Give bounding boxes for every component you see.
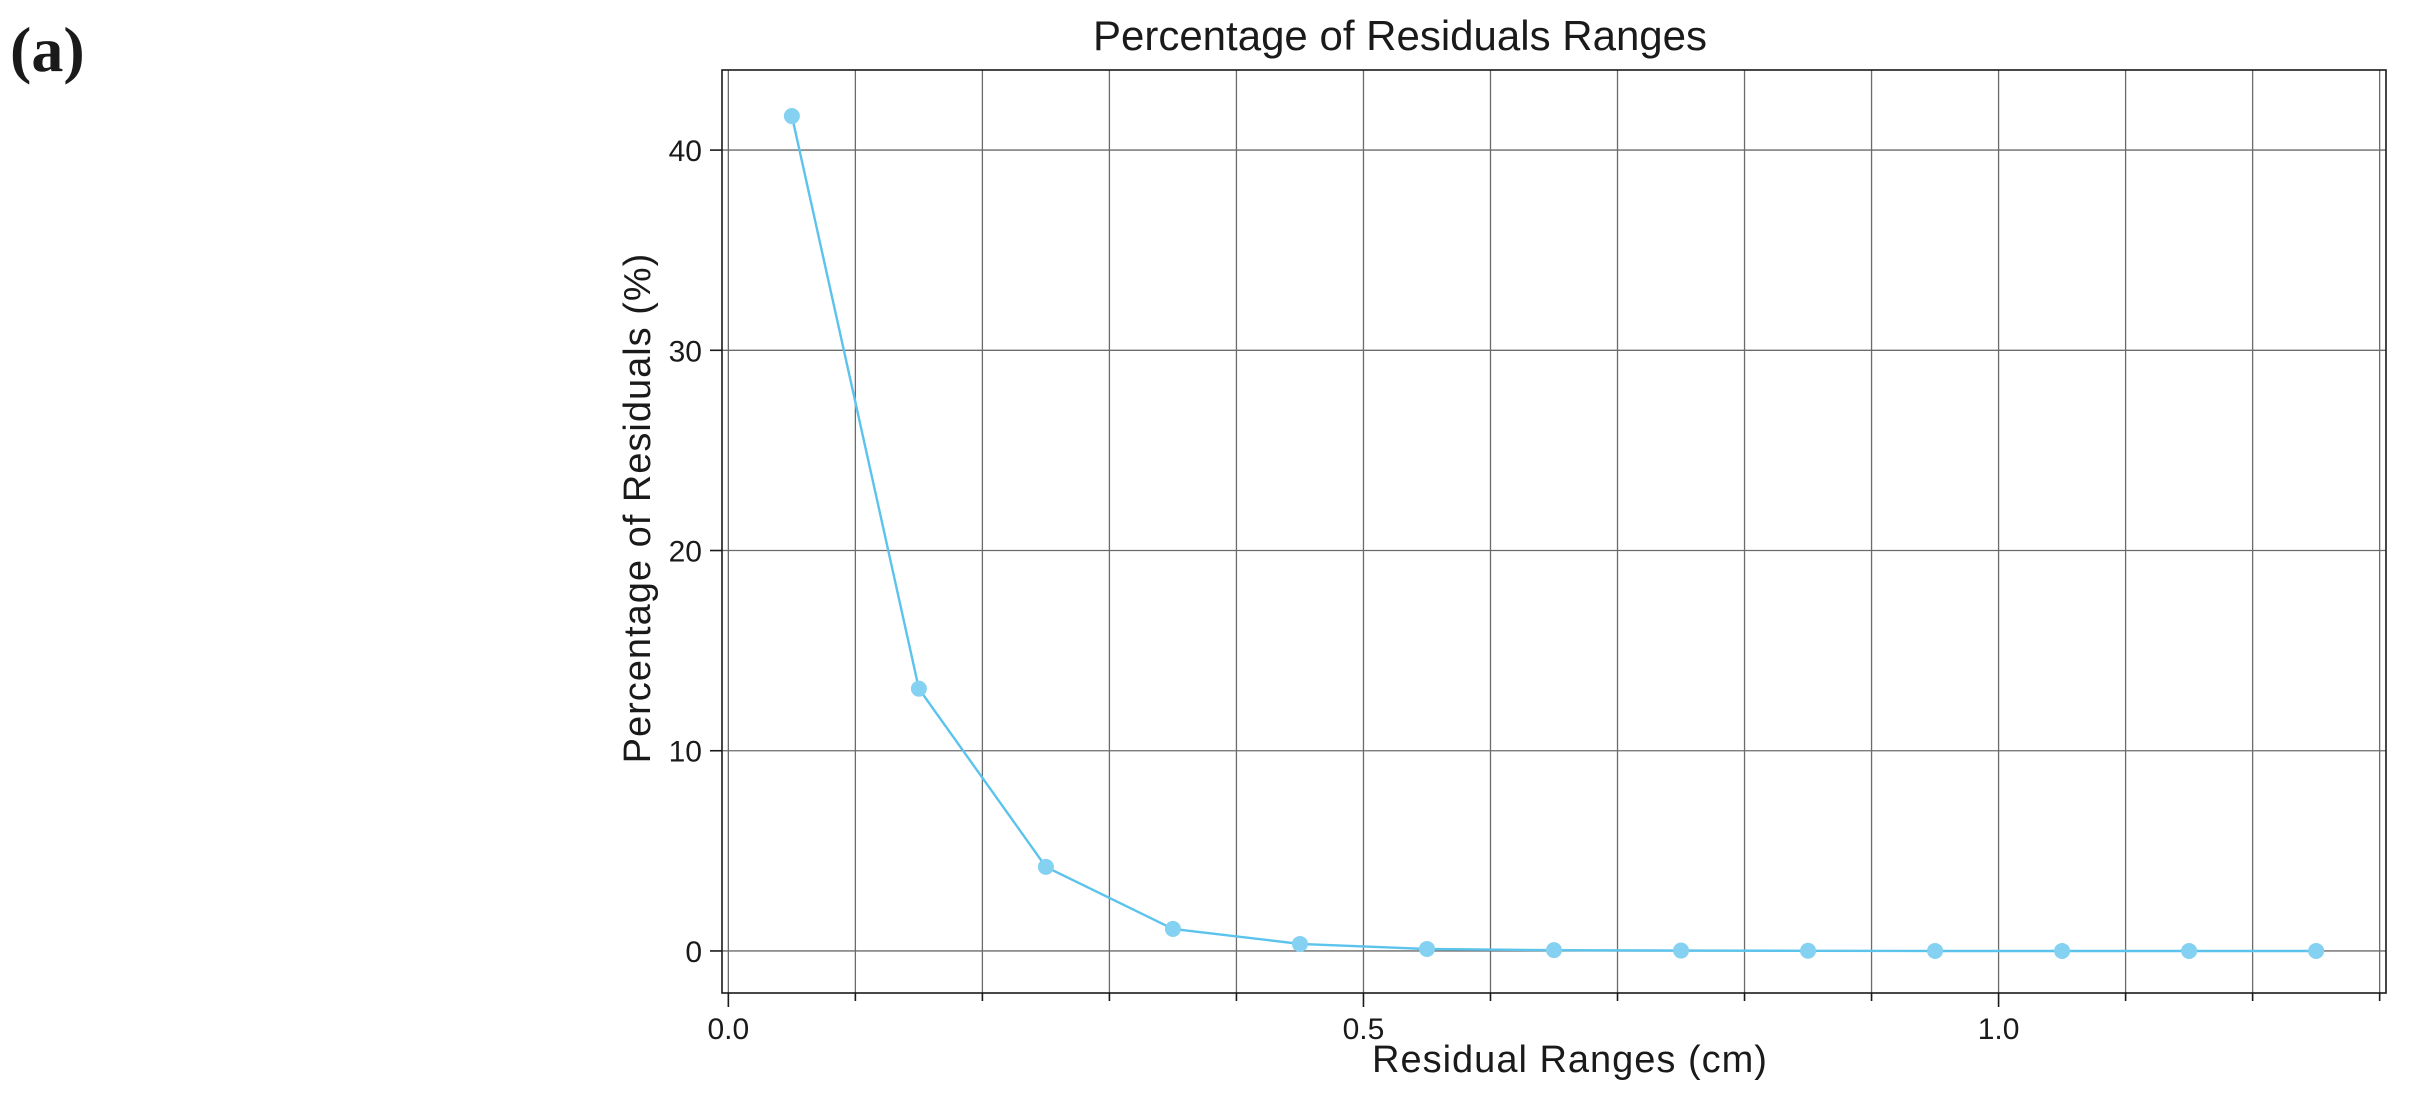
data-point [1291,935,1308,952]
y-tick-label: 40 [669,135,702,168]
x-axis-label: Residual Ranges (cm) [1372,1039,1768,1081]
data-point [2181,942,2198,959]
data-point [1164,920,1181,937]
data-point [1546,942,1562,959]
series-line [790,115,2317,953]
data-series [783,108,2325,959]
plot-area-frame [721,69,2387,994]
data-point [1418,940,1435,957]
x-tick-label: 0.5 [1343,1013,1385,1046]
data-point [2054,942,2071,959]
data-point [1037,858,1054,875]
data-point [783,108,800,125]
data-point [1927,942,1944,959]
data-point [2308,942,2325,959]
panel-label: (a) [10,14,85,85]
data-point [1673,942,1690,959]
x-tick-label: 1.0 [1978,1013,2020,1046]
y-tick-label: 10 [669,736,702,769]
chart-title: Percentage of Residuals Ranges [1093,12,1707,59]
x-tick-label: 0.0 [707,1013,749,1046]
axis-ticks: 0.0 0.5 1.0 0 10 20 30 40 [669,135,2381,1046]
data-point [910,680,927,697]
data-point [1800,942,1817,959]
grid-lines [722,70,2386,993]
y-tick-label: 0 [685,936,702,969]
y-axis-label: Percentage of Residuals (%) [617,253,659,764]
y-tick-label: 30 [669,335,702,368]
y-tick-label: 20 [669,536,702,569]
